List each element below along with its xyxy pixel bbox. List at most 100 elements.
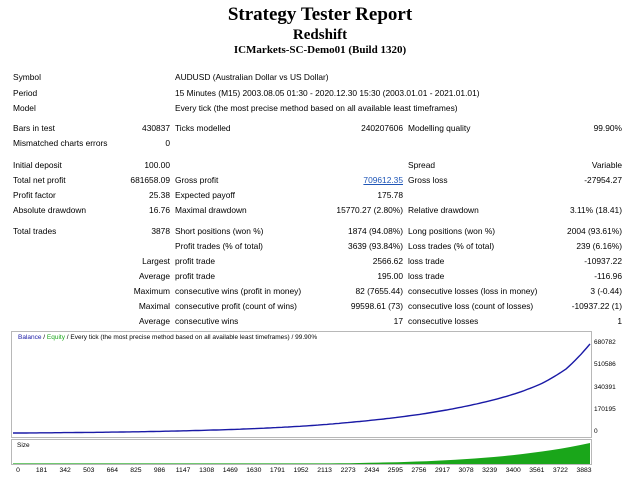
- x-tick-label: 1630: [246, 467, 262, 474]
- max-consecutive-losses-value: 3 (-0.44): [590, 286, 622, 296]
- x-tick-label: 1469: [222, 467, 238, 474]
- legend-description: / Every tick (the most precise method ba…: [65, 334, 318, 341]
- absolute-drawdown-value: 16.76: [149, 205, 170, 215]
- y-tick-label: 510586: [594, 361, 616, 369]
- x-tick-label: 825: [130, 467, 142, 474]
- period-value: 15 Minutes (M15) 2003.08.05 01:30 - 2020…: [175, 88, 480, 98]
- maximal-consecutive-loss-value: -10937.22 (1): [571, 301, 622, 311]
- avg-consecutive-losses-value: 1: [617, 316, 622, 326]
- model-value: Every tick (the most precise method base…: [175, 103, 458, 113]
- long-positions-label: Long positions (won %): [408, 226, 496, 236]
- size-chart: Size: [11, 439, 592, 465]
- avg-consecutive-wins-label: consecutive wins: [175, 316, 239, 326]
- net-profit-value: 681658.09: [130, 175, 170, 185]
- maximal-consecutive-loss-label: consecutive loss (count of losses): [408, 301, 534, 311]
- max-consecutive-losses-label: consecutive losses (loss in money): [408, 286, 538, 296]
- modelling-quality-label: Modelling quality: [408, 123, 471, 133]
- bars-label: Bars in test: [13, 123, 55, 133]
- size-label: Size: [17, 442, 30, 449]
- x-tick-label: 1308: [199, 467, 215, 474]
- x-tick-label: 3561: [529, 467, 545, 474]
- modelling-quality-value: 99.90%: [593, 123, 622, 133]
- short-positions-value: 1874 (94.08%): [348, 226, 403, 236]
- balance-series-line: [13, 343, 591, 434]
- legend-balance: Balance: [18, 334, 42, 341]
- average-profit-label: profit trade: [175, 271, 216, 281]
- loss-trades-label: Loss trades (% of total): [408, 241, 495, 251]
- x-tick-label: 2756: [411, 467, 427, 474]
- maximal-consecutive-profit-value: 99598.61 (73): [350, 301, 403, 311]
- report-title: Strategy Tester Report: [227, 4, 413, 25]
- x-tick-label: 0: [16, 467, 20, 474]
- mismatch-label: Mismatched charts errors: [13, 138, 108, 148]
- avg-consecutive-losses-label: consecutive losses: [408, 316, 479, 326]
- y-tick-label: 170195: [594, 405, 616, 413]
- x-tick-label: 664: [106, 467, 118, 474]
- model-label: Model: [13, 103, 36, 113]
- y-tick-label: 0: [594, 428, 598, 435]
- x-tick-label: 3400: [505, 467, 521, 474]
- maximal-consecutive-profit-label: consecutive profit (count of wins): [175, 301, 297, 311]
- x-tick-label: 3883: [576, 467, 592, 474]
- largest-loss-value: -10937.22: [584, 256, 622, 266]
- ticks-label: Ticks modelled: [175, 123, 231, 133]
- x-tick-label: 1791: [269, 467, 285, 474]
- average-consecutive-label: Average: [138, 316, 170, 326]
- gross-profit-link[interactable]: 709612.35: [363, 175, 403, 185]
- profit-factor-value: 25.38: [149, 190, 170, 200]
- largest-loss-label: loss trade: [408, 256, 445, 266]
- chart-legend: Balance / Equity / Every tick (the most …: [18, 334, 317, 341]
- ea-name: Redshift: [292, 27, 348, 43]
- initial-deposit-label: Initial deposit: [13, 160, 62, 170]
- x-tick-label: 2595: [387, 467, 403, 474]
- symbol-value: AUDUSD (Australian Dollar vs US Dollar): [175, 72, 329, 82]
- x-tick-label: 3722: [552, 467, 568, 474]
- maximal-drawdown-label: Maximal drawdown: [175, 205, 247, 215]
- size-series-area: [13, 443, 590, 464]
- largest-label: Largest: [142, 256, 170, 266]
- balance-chart-svg: [13, 343, 591, 434]
- x-tick-label: 2273: [340, 467, 356, 474]
- maximal-drawdown-value: 15770.27 (2.80%): [336, 205, 403, 215]
- legend-equity: Equity: [46, 334, 65, 341]
- x-tick-label: 986: [153, 467, 166, 474]
- profit-trades-label: Profit trades (% of total): [175, 241, 263, 251]
- x-tick-label: 342: [59, 467, 71, 474]
- relative-drawdown-value: 3.11% (18.41): [570, 205, 622, 215]
- loss-trades-value: 239 (6.16%): [576, 241, 622, 251]
- net-profit-label: Total net profit: [13, 175, 66, 185]
- x-tick-label: 181: [35, 467, 48, 474]
- gross-loss-label: Gross loss: [408, 175, 448, 185]
- server-name: ICMarkets-SC-Demo01 (Build 1320): [233, 44, 407, 56]
- absolute-drawdown-label: Absolute drawdown: [13, 205, 87, 215]
- initial-deposit-value: 100.00: [144, 160, 170, 170]
- mismatch-value: 0: [165, 138, 170, 148]
- x-tick-label: 3078: [458, 467, 474, 474]
- x-tick-label: 3239: [482, 467, 498, 474]
- short-positions-label: Short positions (won %): [175, 226, 264, 236]
- gross-profit-label: Gross profit: [175, 175, 219, 185]
- spread-label: Spread: [408, 160, 436, 170]
- average-loss-label: loss trade: [408, 271, 445, 281]
- maximal-label: Maximal: [138, 301, 170, 311]
- period-label: Period: [13, 88, 38, 98]
- x-tick-label: 1952: [293, 467, 309, 474]
- profit-trades-value: 3639 (93.84%): [348, 241, 403, 251]
- ticks-value: 240207606: [361, 123, 403, 133]
- average-profit-value: 195.00: [377, 271, 403, 281]
- largest-profit-value: 2566.62: [372, 256, 403, 266]
- y-tick-label: 680782: [594, 339, 616, 346]
- expected-payoff-value: 175.78: [377, 190, 403, 200]
- total-trades-value: 3878: [151, 226, 170, 236]
- average-loss-value: -116.96: [594, 271, 622, 281]
- gross-loss-value: -27954.27: [584, 175, 622, 185]
- size-chart-svg: [13, 443, 590, 464]
- total-trades-label: Total trades: [13, 226, 57, 236]
- x-tick-label: 2917: [434, 467, 451, 474]
- x-tick-label: 1147: [175, 467, 191, 474]
- max-consecutive-wins-value: 82 (7655.44): [355, 286, 404, 296]
- average-label: Average: [138, 271, 170, 281]
- y-tick-label: 340391: [594, 383, 616, 391]
- avg-consecutive-wins-value: 17: [393, 316, 403, 326]
- spread-value: Variable: [591, 160, 622, 170]
